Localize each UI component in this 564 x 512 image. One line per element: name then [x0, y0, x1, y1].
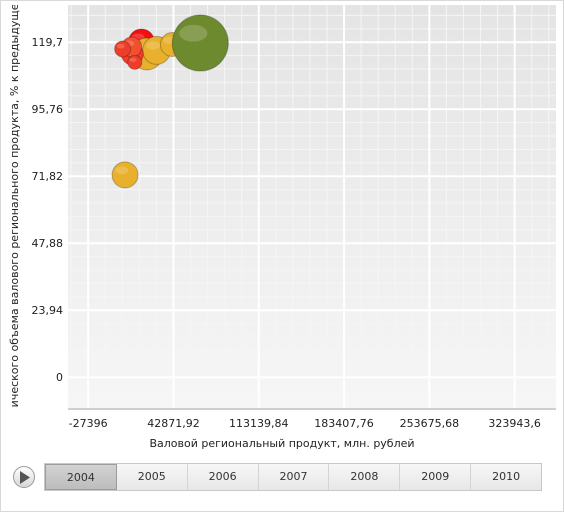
play-icon — [20, 471, 30, 484]
x-tick-label: -27396 — [69, 417, 108, 430]
y-axis-title: Индекс физического объема валового регио… — [8, 0, 21, 462]
x-tick-label: 323943,6 — [488, 417, 541, 430]
timeline-player: 2004 2005 2006 2007 2008 2009 2010 — [12, 462, 552, 491]
timeline-year[interactable]: 2004 — [45, 464, 117, 490]
timeline-year[interactable]: 2005 — [117, 464, 188, 490]
y-tick-label: 119,7 — [32, 36, 64, 49]
timeline-year[interactable]: 2006 — [188, 464, 259, 490]
y-tick-label: 47,88 — [32, 237, 64, 250]
bubble-point[interactable] — [127, 54, 143, 70]
x-tick-label: 183407,76 — [314, 417, 374, 430]
timeline-year[interactable]: 2008 — [329, 464, 401, 490]
bubble-highlight — [115, 166, 129, 175]
bubble-highlight — [179, 24, 208, 42]
bubble-highlight — [146, 41, 161, 50]
bubble-point[interactable] — [171, 14, 229, 72]
y-tick-label: 23,94 — [32, 304, 64, 317]
bubble-highlight — [129, 57, 137, 63]
timeline-year[interactable]: 2007 — [259, 464, 330, 490]
x-tick-label: 253675,68 — [400, 417, 460, 430]
bubble-point[interactable] — [114, 40, 132, 58]
bubble-highlight — [116, 43, 125, 49]
y-axis-title-clip: Индекс физического объема валового регио… — [8, 0, 21, 462]
timeline-year[interactable]: 2009 — [400, 464, 472, 490]
year-slider[interactable]: 2004 2005 2006 2007 2008 2009 2010 — [44, 463, 542, 491]
timeline-year[interactable]: 2010 — [492, 470, 521, 483]
x-tick-label: 42871,92 — [147, 417, 200, 430]
x-axis-title: Валовой региональный продукт, млн. рубле… — [149, 437, 414, 450]
bubble-chart: -27396 42871,92 113139,84 183407,76 253675,6… — [8, 0, 556, 462]
x-tick-label: 113139,84 — [229, 417, 289, 430]
play-button[interactable] — [13, 466, 35, 488]
y-tick-label: 0 — [56, 371, 63, 384]
y-tick-label: 71,82 — [32, 170, 64, 183]
plot-area — [68, 5, 556, 408]
bubble-point[interactable] — [111, 161, 139, 189]
y-tick-label: 95,76 — [32, 103, 64, 116]
